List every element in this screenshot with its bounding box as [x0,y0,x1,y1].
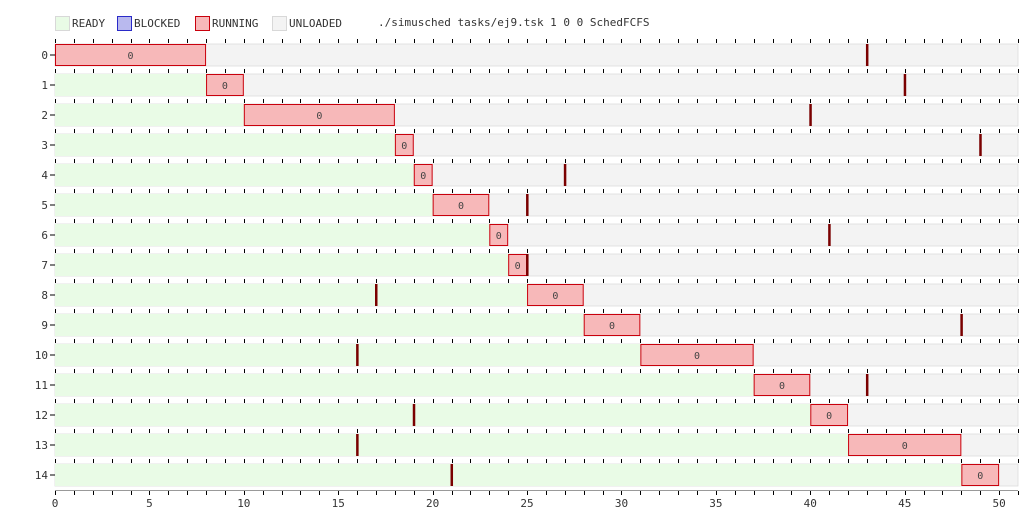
ready-bar [55,224,490,246]
chart-title: ./simusched tasks/ej9.tsk 1 0 0 SchedFCF… [378,16,650,29]
legend-item-blocked: BLOCKED [117,14,180,32]
ready-bar [55,254,509,276]
x-tick-label: 25 [520,497,533,510]
task-row-label: 6 [41,229,48,242]
running-bar [810,404,849,426]
task-row-label: 0 [41,49,48,62]
legend-item-unloaded: UNLOADED [272,14,342,32]
ready-bar [55,404,811,426]
running-bar [206,74,244,96]
running-bar [961,464,1000,486]
running-bar [413,164,433,186]
task-row-label: 1 [41,79,48,92]
legend-swatch-blocked [117,15,132,31]
running-core-label: 0 [420,171,426,182]
running-core-label: 0 [515,261,521,272]
running-core-label: 0 [552,291,558,302]
task-marker [828,224,831,246]
task-row-label: 13 [35,439,48,452]
running-bar [243,104,395,126]
ready-bar [55,134,395,156]
x-tick-label: 35 [709,497,722,510]
task-row-label: 12 [35,409,48,422]
task-row-label: 3 [41,139,48,152]
ready-bar [55,104,244,126]
running-core-label: 0 [902,441,908,452]
ready-bar [55,374,754,396]
task-row-label: 7 [41,259,48,272]
running-core-label: 0 [222,81,228,92]
running-bar [394,134,414,156]
ready-bar [55,74,207,96]
running-bar [848,434,962,456]
x-tick-label: 20 [426,497,439,510]
ready-bar [55,434,849,456]
legend-label-unloaded: UNLOADED [289,16,342,30]
x-tick-label: 10 [237,497,250,510]
x-tick-label: 45 [898,497,911,510]
task-row-label: 11 [35,379,48,392]
ready-bar [55,284,528,306]
task-marker [960,314,963,336]
task-marker [356,344,359,366]
running-bar [489,224,509,246]
running-bar [753,374,811,396]
running-core-label: 0 [779,381,785,392]
ready-bar [55,194,433,216]
ready-bar [55,464,962,486]
task-marker [412,404,416,426]
legend-swatch-ready [55,15,70,31]
legend-item-ready: READY [55,14,105,32]
task-marker [865,44,869,66]
running-bar [583,314,641,336]
task-marker [526,194,529,216]
task-row-label: 2 [41,109,48,122]
x-tick-label: 40 [804,497,817,510]
task-marker [979,134,982,156]
task-row-label: 10 [35,349,48,362]
legend-label-ready: READY [72,16,106,30]
running-core-label: 0 [458,201,464,212]
running-core-label: 0 [609,321,615,332]
task-marker [375,284,378,306]
ready-bar [55,344,641,366]
legend-label-running: RUNNING [212,16,259,30]
task-marker [903,74,907,96]
task-marker [356,434,359,456]
legend-swatch-unloaded [272,15,287,31]
running-core-label: 0 [401,141,407,152]
x-tick-label: 0 [52,497,59,510]
legend-item-running: RUNNING [195,14,258,32]
running-core-label: 0 [316,111,322,122]
running-bar [55,44,207,66]
running-bar [527,284,584,306]
ready-bar [55,164,414,186]
task-marker [865,374,869,396]
x-tick-label: 5 [146,497,153,510]
task-marker [450,464,454,486]
task-row-label: 14 [35,469,49,482]
task-row-label: 8 [41,289,48,302]
ready-bar [55,314,584,336]
running-core-label: 0 [977,471,983,482]
running-core-label: 0 [694,351,700,362]
legend: READY BLOCKED RUNNING UNLOADED [55,14,1015,32]
running-core-label: 0 [826,411,832,422]
task-row-label: 5 [41,199,48,212]
task-marker [526,254,529,276]
x-tick-label: 15 [332,497,345,510]
task-marker [809,104,812,126]
running-core-label: 0 [128,51,134,62]
x-tick-label: 30 [615,497,628,510]
x-tick-label: 50 [992,497,1005,510]
running-bar [640,344,754,366]
task-row-label: 9 [41,319,48,332]
legend-label-blocked: BLOCKED [134,16,181,30]
running-bar [432,194,490,216]
running-core-label: 0 [496,231,502,242]
legend-swatch-running [195,15,210,31]
task-marker [563,164,567,186]
task-row-label: 4 [41,169,48,182]
